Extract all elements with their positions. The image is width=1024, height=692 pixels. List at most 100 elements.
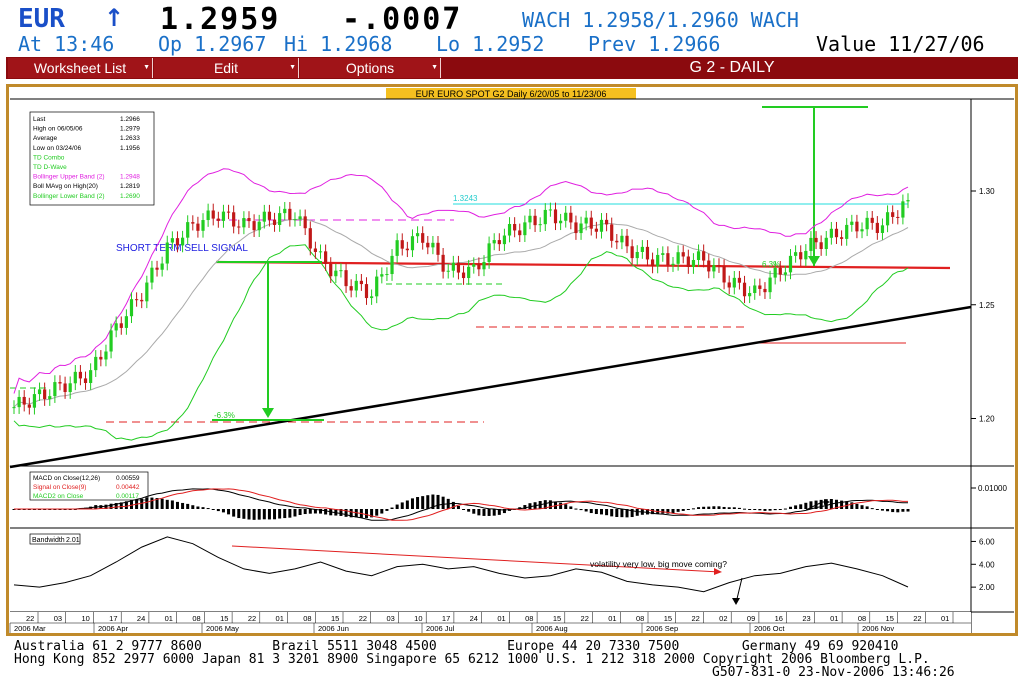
price-bar [83,378,88,384]
price-bar [666,253,670,266]
price-bar [865,217,869,230]
price-bar [809,237,813,251]
macd-hist-bar [855,503,859,509]
x-day-tick: 15 [664,614,672,623]
macd-hist-bar [308,509,312,514]
macd-hist-bar [492,509,496,516]
price-bar [329,264,333,277]
macd-hist-bar [901,509,905,512]
price-bar [431,242,435,248]
macd-hist-bar [482,509,486,516]
price-bar [492,240,496,244]
price-bar [696,251,701,261]
price-bar [451,262,455,271]
macd-hist-bar [262,509,266,520]
price-bar [211,210,215,219]
price-bar [37,389,42,395]
chart-svg[interactable]: EUR EURO SPOT G2 Daily 6/20/05 to 11/23/… [6,84,1018,636]
macd-hist-bar [462,509,466,510]
price-bar [472,264,476,267]
macd-hist-bar [794,505,798,509]
price-bar [186,222,190,238]
price-bar [242,218,246,228]
legend-label: TD Combo [33,154,65,161]
price-bar [870,217,874,223]
macd-hist-bar [605,509,609,516]
macd-hist-bar [145,497,149,509]
macd-hist-bar [543,500,547,509]
price-bar [293,219,297,221]
x-day-tick: 15 [220,614,228,623]
x-day-tick: 22 [581,614,589,623]
price-bar [845,224,849,239]
x-day-tick: 08 [525,614,533,623]
price-bar [686,256,690,268]
price-bar [370,296,374,299]
graph-title: G 2 - DAILY [689,59,775,76]
price-bar [303,216,307,229]
price-bar [135,299,139,301]
macd-hist-bar [155,498,159,509]
macd-hist-bar [743,508,747,510]
price-bar [569,212,573,223]
price-bar [497,240,501,245]
macd-hist-bar [722,506,726,509]
bollinger-lower [13,244,909,441]
macd-hist-bar [681,509,685,511]
edit-menu[interactable]: Edit ▼ [154,58,299,78]
worksheet-list-label: Worksheet List [33,60,127,76]
price-bar [170,238,174,243]
price-bar [763,288,767,293]
price-bar [124,316,128,328]
macd-hist-bar [324,509,328,515]
price-bar [502,235,507,245]
x-day-tick: 03 [54,614,62,623]
macd-hist-bar [375,509,379,516]
price-bar [114,323,118,331]
price-bar [768,277,772,293]
price-tick: 1.20 [979,415,995,424]
worksheet-list-menu[interactable]: Worksheet List ▼ [8,58,153,78]
symbol: EUR [18,4,65,34]
price-bar [334,270,338,277]
x-day-tick: 10 [81,614,89,623]
price-bar [400,240,404,249]
bandwidth-label: Bandwidth [32,537,65,544]
price-bar [390,255,394,275]
x-day-tick: 15 [553,614,561,623]
macd-hist-bar [860,505,864,509]
price-bar [819,242,823,250]
price-bar [543,209,547,225]
macd-hist-bar [880,509,884,511]
price-bar [671,263,675,266]
macd-hist-bar [620,509,624,518]
footer-line-1: Australia 61 2 9777 8600 Brazil 5511 304… [14,639,899,654]
price-bar [707,260,711,272]
macd-hist-bar [395,504,399,509]
price-bar [834,228,839,238]
price-bar [89,370,93,384]
macd-hist-bar [487,509,491,516]
x-day-tick: 16 [775,614,783,623]
price-bar [553,209,558,224]
macd-legend-label: Signal on Close(9) [33,484,86,491]
macd-hist-bar [809,501,813,509]
macd-hist-bar [150,497,154,509]
x-day-tick: 01 [941,614,949,623]
x-month-label: 2006 Jul [426,624,455,633]
macd-hist-bar [875,509,879,510]
macd-hist-bar [564,504,568,509]
macd-hist-bar [405,500,409,509]
legend-value: 1.2948 [120,174,140,181]
price-bar [375,276,379,297]
price-bar [620,235,624,243]
legend-label: Low on 03/24/06 [33,145,81,152]
price-bar [850,221,854,225]
options-menu[interactable]: Options ▼ [300,58,441,78]
price-bar [165,242,169,264]
macd-hist-bar [574,508,578,510]
price-bar [477,264,481,270]
legend-value: 1.2690 [120,193,140,200]
x-day-tick: 15 [886,614,894,623]
price-bar [385,274,389,276]
